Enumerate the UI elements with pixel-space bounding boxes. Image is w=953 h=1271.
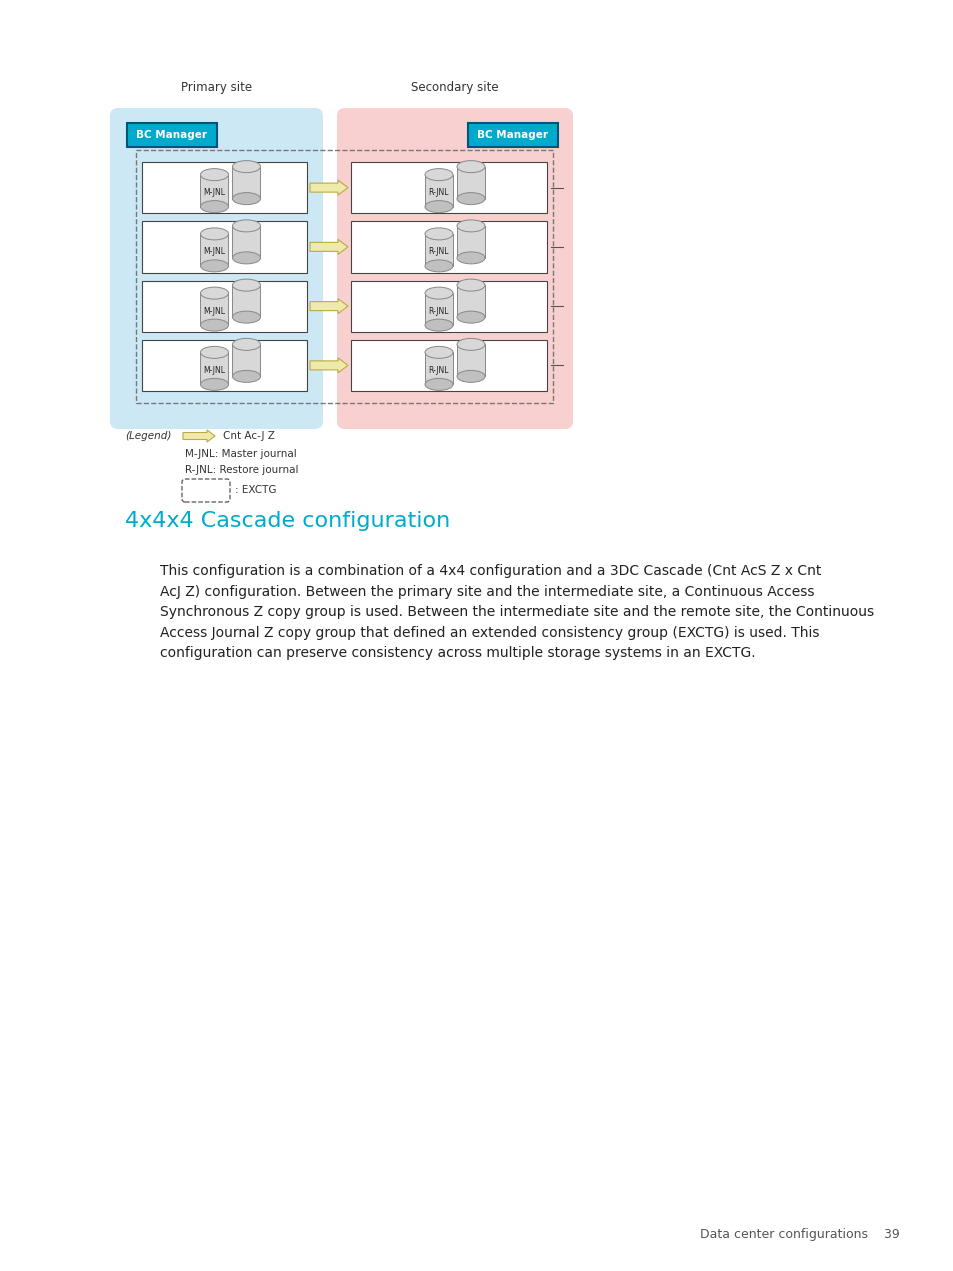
Bar — [142, 221, 307, 272]
Text: M-JNL: M-JNL — [203, 306, 225, 315]
Bar — [351, 281, 546, 332]
FancyArrow shape — [183, 430, 214, 442]
Ellipse shape — [424, 201, 453, 212]
Text: R-JNL: Restore journal: R-JNL: Restore journal — [185, 465, 298, 475]
Text: Cnt Ac-J Z: Cnt Ac-J Z — [223, 431, 274, 441]
Bar — [142, 161, 307, 214]
Ellipse shape — [456, 220, 484, 231]
Ellipse shape — [456, 252, 484, 264]
Bar — [200, 294, 229, 325]
FancyArrow shape — [310, 358, 348, 372]
Bar — [142, 281, 307, 332]
Ellipse shape — [200, 228, 229, 240]
Ellipse shape — [233, 252, 260, 264]
Ellipse shape — [200, 201, 229, 212]
Text: : EXCTG: : EXCTG — [234, 486, 276, 494]
Text: R-JNL: R-JNL — [428, 306, 449, 315]
Ellipse shape — [233, 370, 260, 383]
Ellipse shape — [424, 259, 453, 272]
Ellipse shape — [424, 319, 453, 332]
Ellipse shape — [233, 338, 260, 351]
Text: R-JNL: R-JNL — [428, 188, 449, 197]
FancyBboxPatch shape — [127, 123, 216, 147]
Ellipse shape — [456, 160, 484, 173]
Bar — [456, 167, 484, 198]
Text: Secondary site: Secondary site — [411, 81, 498, 94]
Text: M-JNL: M-JNL — [203, 188, 225, 197]
Bar — [233, 344, 260, 376]
Text: M-JNL: M-JNL — [203, 248, 225, 257]
Ellipse shape — [456, 338, 484, 351]
Ellipse shape — [456, 311, 484, 323]
Bar — [136, 150, 553, 403]
Bar — [351, 339, 546, 391]
Text: Primary site: Primary site — [181, 81, 252, 94]
FancyBboxPatch shape — [110, 108, 323, 430]
Bar — [200, 234, 229, 266]
Bar — [424, 234, 453, 266]
Bar — [424, 294, 453, 325]
Ellipse shape — [456, 280, 484, 291]
Ellipse shape — [456, 370, 484, 383]
FancyArrow shape — [310, 239, 348, 254]
FancyBboxPatch shape — [468, 123, 558, 147]
Ellipse shape — [424, 228, 453, 240]
Bar — [351, 161, 546, 214]
Text: M-JNL: Master journal: M-JNL: Master journal — [185, 449, 296, 459]
Ellipse shape — [424, 347, 453, 358]
Bar — [456, 344, 484, 376]
Bar — [233, 167, 260, 198]
Ellipse shape — [424, 379, 453, 390]
FancyArrow shape — [310, 180, 348, 196]
Ellipse shape — [200, 259, 229, 272]
Ellipse shape — [424, 287, 453, 299]
Ellipse shape — [200, 287, 229, 299]
Text: BC Manager: BC Manager — [136, 130, 208, 140]
Ellipse shape — [424, 169, 453, 180]
Bar — [424, 352, 453, 384]
Bar — [142, 339, 307, 391]
FancyBboxPatch shape — [336, 108, 573, 430]
Text: R-JNL: R-JNL — [428, 248, 449, 257]
Bar — [456, 226, 484, 258]
Bar — [456, 285, 484, 318]
Bar — [233, 226, 260, 258]
Ellipse shape — [200, 379, 229, 390]
Bar — [424, 174, 453, 207]
Bar — [200, 174, 229, 207]
FancyArrow shape — [310, 299, 348, 314]
Ellipse shape — [233, 280, 260, 291]
Text: (Legend): (Legend) — [125, 431, 172, 441]
Ellipse shape — [200, 347, 229, 358]
Text: 4x4x4 Cascade configuration: 4x4x4 Cascade configuration — [125, 511, 450, 531]
Bar — [351, 221, 546, 272]
Text: R-JNL: R-JNL — [428, 366, 449, 375]
Ellipse shape — [200, 319, 229, 332]
Bar — [233, 285, 260, 318]
Text: M-JNL: M-JNL — [203, 366, 225, 375]
Ellipse shape — [233, 193, 260, 205]
Ellipse shape — [233, 220, 260, 231]
Ellipse shape — [200, 169, 229, 180]
Ellipse shape — [233, 311, 260, 323]
Text: This configuration is a combination of a 4x4 configuration and a 3DC Cascade (Cn: This configuration is a combination of a… — [160, 564, 873, 661]
Text: BC Manager: BC Manager — [477, 130, 548, 140]
Text: Data center configurations    39: Data center configurations 39 — [700, 1228, 899, 1240]
Ellipse shape — [233, 160, 260, 173]
Bar — [200, 352, 229, 384]
Ellipse shape — [456, 193, 484, 205]
